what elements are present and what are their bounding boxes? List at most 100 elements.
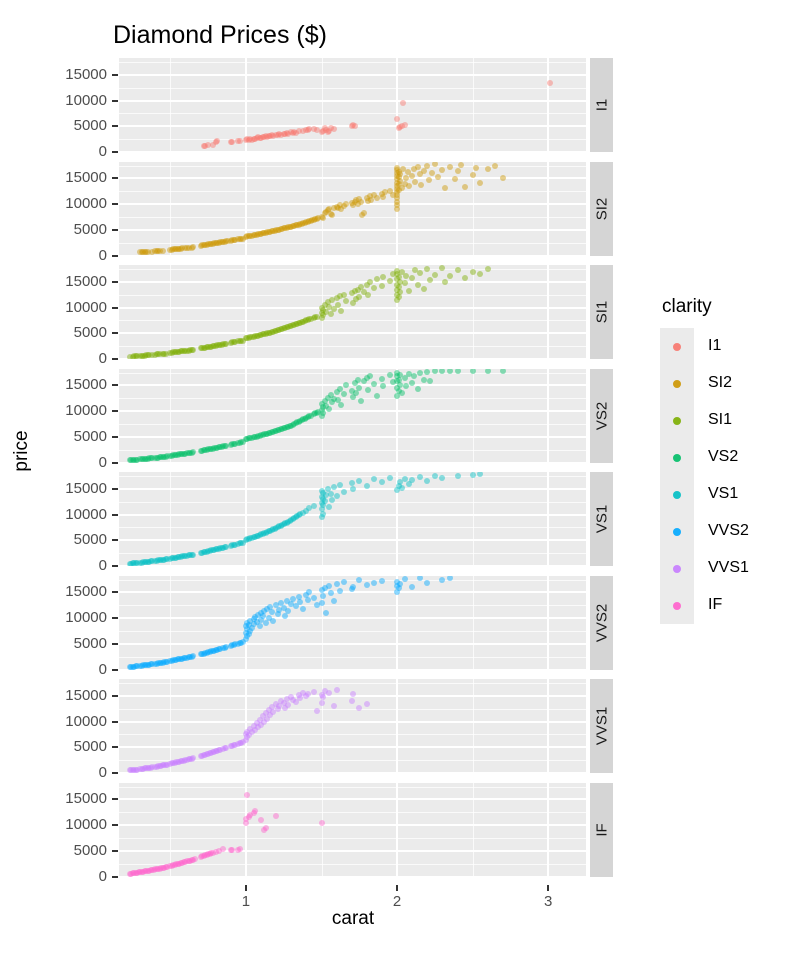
gridline-minor-x [472,265,474,359]
data-point [245,334,252,341]
data-point [354,377,361,384]
data-point [206,343,213,350]
data-point [283,519,290,526]
legend-item-si2[interactable]: SI2 [660,365,790,402]
facet-row-vvs2: 0 5000 10000 15000 VVS2 [65,575,613,678]
y-tick-mark [112,384,118,387]
legend-item-vs2[interactable]: VS2 [660,439,790,476]
data-point [131,766,138,773]
data-point [310,314,317,321]
data-point [378,478,385,485]
data-point [190,755,197,762]
data-point [173,656,180,663]
data-point [313,313,320,320]
data-point [227,139,234,146]
gridline-major-y [119,358,586,359]
data-point [238,539,245,546]
panel-i1 [119,58,586,152]
data-point [244,136,251,143]
data-point [274,427,281,434]
data-point [335,204,342,211]
data-point [170,555,177,562]
data-point [134,869,141,876]
data-point [425,176,432,183]
facet-grid: 0 5000 10000 15000 I1 0 5000 10000 15000 SI2 0 5000… [65,58,613,885]
legend-keys: I1 SI2 SI1 VS2 VS1 VVS2 VVS1 IF [660,328,790,624]
data-point [220,238,227,245]
data-point [244,233,251,240]
data-point [182,757,189,764]
data-point [318,587,325,594]
data-point [227,441,234,448]
data-point [239,539,246,546]
panel-vs1 [119,472,586,566]
data-point [273,524,280,531]
data-point [134,353,141,359]
legend-item-if[interactable]: IF [660,587,790,624]
gridline-minor-y [119,837,586,839]
data-point [259,613,266,620]
data-point [236,137,243,144]
gridline-major-y [119,746,586,749]
data-point [304,218,311,225]
data-point [162,453,169,460]
legend-item-i1[interactable]: I1 [660,328,790,365]
data-point [404,169,411,176]
data-point [235,138,242,145]
data-point [323,127,330,134]
y-tick-mark [112,125,118,128]
data-point [267,133,274,140]
y-tick-label: 0 [98,143,107,160]
data-point [255,433,262,440]
data-point [167,555,174,562]
data-point [350,584,357,591]
facet-strip-label: I1 [593,98,610,112]
data-point [394,370,401,377]
data-point [245,813,252,820]
legend-item-vvs1[interactable]: VVS1 [660,550,790,587]
data-point [209,849,216,856]
legend-item-si1[interactable]: SI1 [660,402,790,439]
gridline-major-x [547,679,550,773]
data-point [270,132,277,139]
legend-item-vvs2[interactable]: VVS2 [660,513,790,550]
data-point [238,639,245,646]
data-point [170,657,177,664]
y-tick-mark [112,798,118,801]
data-point [291,515,298,522]
gridline-major-x [396,58,399,152]
data-point [431,161,438,168]
data-point [177,553,184,560]
data-point [256,332,263,339]
data-point [312,410,319,417]
data-point [313,215,320,222]
data-point [255,724,262,731]
data-point [174,554,181,561]
data-point [202,447,209,454]
data-point [203,344,210,351]
data-point [188,347,195,354]
gridline-minor-y [119,216,586,218]
data-point [217,746,224,753]
data-point [205,649,212,656]
data-point [211,647,218,654]
data-point [324,394,331,401]
gridline-major-x [396,368,399,463]
data-point [230,541,237,548]
data-point [200,752,207,759]
data-point [283,597,290,604]
data-point [274,524,281,531]
data-point [457,162,464,169]
data-point [276,426,283,433]
data-point [368,196,375,203]
data-point [265,329,272,336]
data-point [282,705,289,712]
data-point [190,346,197,353]
data-point [310,594,317,601]
data-point [250,333,257,340]
data-point [394,267,401,274]
data-point [267,603,274,610]
gridline-major-y [119,73,586,76]
legend-item-vs1[interactable]: VS1 [660,476,790,513]
data-point [129,353,136,359]
